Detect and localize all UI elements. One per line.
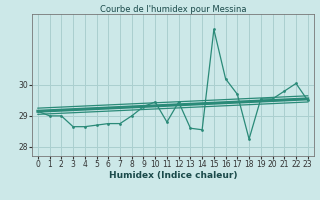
X-axis label: Humidex (Indice chaleur): Humidex (Indice chaleur) [108,171,237,180]
Title: Courbe de l'humidex pour Messina: Courbe de l'humidex pour Messina [100,5,246,14]
